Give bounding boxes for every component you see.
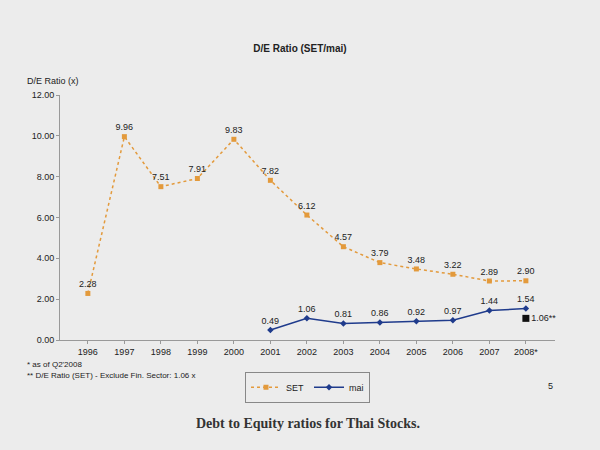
svg-text:2.28: 2.28	[79, 279, 97, 289]
svg-text:8.00: 8.00	[37, 172, 55, 182]
svg-text:9.83: 9.83	[225, 125, 243, 135]
svg-text:3.79: 3.79	[371, 248, 389, 258]
svg-text:1.54: 1.54	[517, 294, 535, 304]
svg-text:* as of Q2'2008: * as of Q2'2008	[27, 360, 82, 369]
svg-text:0.97: 0.97	[444, 306, 462, 316]
svg-text:** D/E Ratio (SET) - Exclude F: ** D/E Ratio (SET) - Exclude Fin. Sector…	[27, 371, 196, 380]
svg-text:0.86: 0.86	[371, 308, 389, 318]
svg-text:1998: 1998	[151, 347, 171, 357]
svg-text:D/E Ratio (SET/mai): D/E Ratio (SET/mai)	[253, 43, 346, 54]
svg-text:1999: 1999	[187, 347, 207, 357]
svg-text:12.00: 12.00	[32, 90, 55, 100]
svg-text:0.81: 0.81	[335, 309, 353, 319]
svg-text:7.91: 7.91	[189, 164, 207, 174]
svg-text:2002: 2002	[297, 347, 317, 357]
svg-text:4.00: 4.00	[37, 253, 55, 263]
svg-text:2003: 2003	[333, 347, 353, 357]
svg-text:2.00: 2.00	[37, 294, 55, 304]
svg-text:1.06: 1.06	[298, 304, 316, 314]
svg-text:0.92: 0.92	[408, 307, 426, 317]
svg-text:1.06**: 1.06**	[531, 313, 556, 323]
svg-text:2005: 2005	[406, 347, 426, 357]
svg-text:1.44: 1.44	[481, 296, 499, 306]
svg-text:7.82: 7.82	[262, 166, 280, 176]
svg-text:2007: 2007	[479, 347, 499, 357]
svg-text:2000: 2000	[224, 347, 244, 357]
svg-text:2008*: 2008*	[514, 347, 538, 357]
svg-text:2001: 2001	[260, 347, 280, 357]
svg-text:2.90: 2.90	[517, 266, 535, 276]
svg-text:3.22: 3.22	[444, 260, 462, 270]
svg-text:SET: SET	[286, 383, 304, 393]
svg-text:0.49: 0.49	[262, 316, 280, 326]
svg-text:6.12: 6.12	[298, 201, 316, 211]
svg-text:5: 5	[548, 381, 553, 391]
svg-text:4.57: 4.57	[335, 232, 353, 242]
svg-text:1996: 1996	[78, 347, 98, 357]
svg-text:0.00: 0.00	[37, 335, 55, 345]
svg-text:3.48: 3.48	[408, 255, 426, 265]
svg-text:2004: 2004	[370, 347, 390, 357]
svg-text:6.00: 6.00	[37, 213, 55, 223]
svg-text:7.51: 7.51	[152, 172, 170, 182]
svg-text:D/E Ratio (x): D/E Ratio (x)	[27, 76, 79, 86]
svg-text:1997: 1997	[114, 347, 134, 357]
svg-text:2.89: 2.89	[481, 267, 499, 277]
svg-text:2006: 2006	[443, 347, 463, 357]
svg-text:9.96: 9.96	[116, 122, 134, 132]
svg-text:10.00: 10.00	[32, 131, 55, 141]
svg-text:Debt to Equity ratios for Thai: Debt to Equity ratios for Thai Stocks.	[196, 416, 420, 431]
svg-text:mai: mai	[349, 383, 364, 393]
